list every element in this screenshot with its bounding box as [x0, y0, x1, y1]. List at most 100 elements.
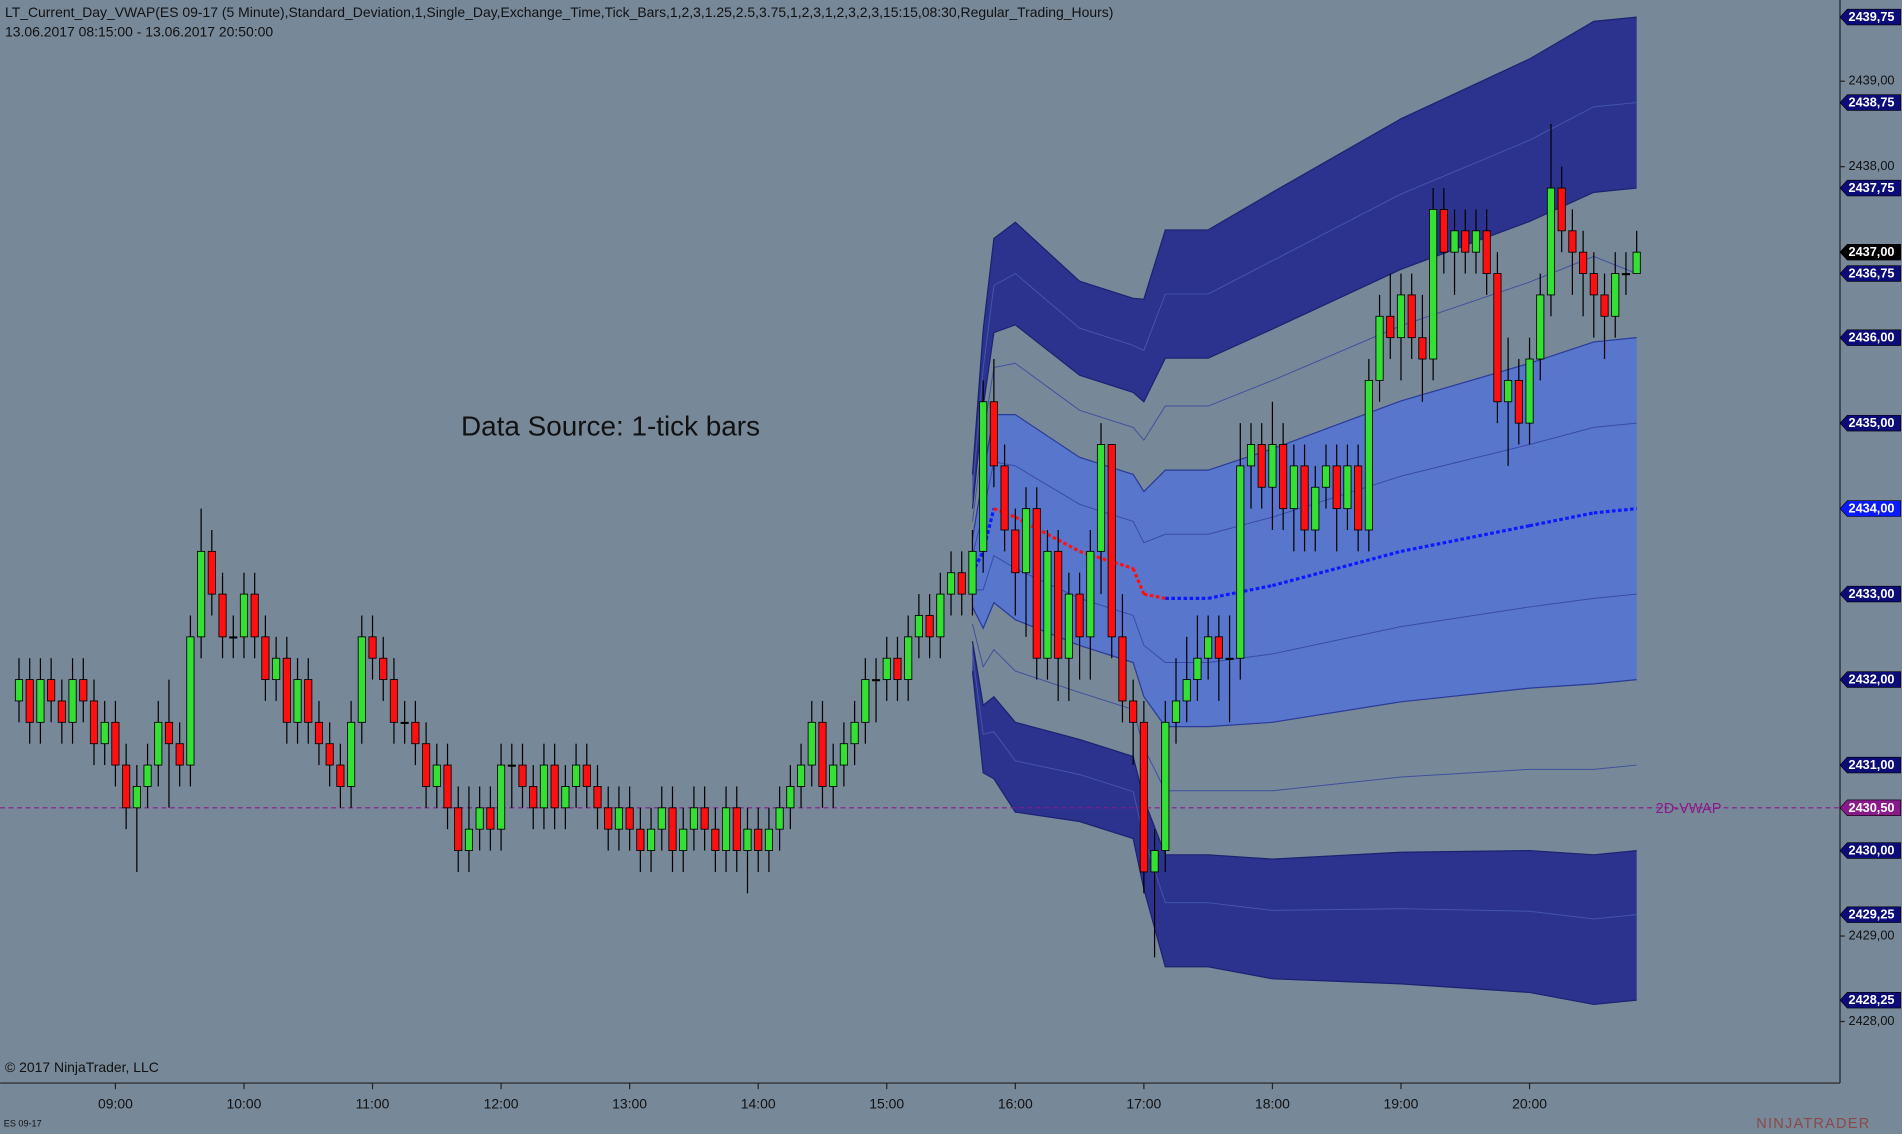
price-marker: [1839, 414, 1901, 432]
price-marker-label: 2435,00: [1848, 415, 1894, 430]
price-marker-label: 2428,25: [1848, 992, 1894, 1007]
candle-body: [400, 721, 409, 724]
candle-body: [754, 828, 763, 851]
candle-body: [861, 679, 870, 723]
price-marker: [1839, 500, 1901, 517]
candle-body: [657, 807, 666, 830]
candle-body: [1364, 379, 1373, 531]
candle-body: [132, 786, 141, 809]
candle-body: [57, 700, 66, 723]
candle-body: [539, 764, 548, 809]
candle-body: [732, 807, 741, 851]
candle-body: [1129, 700, 1138, 723]
x-tick-label: 14:00: [741, 1096, 776, 1112]
candles: [14, 123, 1641, 958]
chart-subtitle: 13.06.2017 08:15:00 - 13.06.2017 20:50:0…: [5, 23, 273, 39]
candle-body: [1611, 273, 1620, 317]
band-line: [972, 554, 1637, 663]
candle-body: [475, 807, 484, 830]
candle-body: [1150, 850, 1159, 873]
candle-body: [871, 679, 881, 682]
candle-body: [968, 550, 977, 595]
y-tick-label: 2428,00: [1848, 1013, 1894, 1028]
candle-body: [357, 636, 366, 723]
candle-body: [507, 764, 516, 767]
band-line: [971, 601, 1637, 728]
price-marker-label: 2437,75: [1848, 180, 1894, 195]
price-marker-label: 2436,75: [1848, 266, 1894, 281]
candle-body: [389, 679, 399, 723]
vwap-segment: [1593, 507, 1637, 515]
candle-body: [700, 807, 709, 830]
y-tick-label: 2438,00: [1848, 158, 1894, 173]
x-tick-label: 20:00: [1512, 1096, 1547, 1112]
band-line: [971, 255, 1637, 522]
candle-body: [325, 743, 334, 766]
candle-body: [1096, 444, 1106, 552]
vwap-segment: [1143, 592, 1166, 600]
candle-body: [979, 401, 988, 552]
candle-body: [764, 828, 773, 851]
candle-body: [1450, 230, 1459, 253]
band-line: [971, 187, 1637, 509]
candle-body: [47, 679, 56, 702]
price-marker: [1839, 94, 1901, 111]
price-marker: [1839, 265, 1901, 282]
candle-body: [1343, 465, 1352, 510]
candle-body: [647, 828, 656, 851]
candle-body: [1332, 465, 1341, 510]
candle-body: [1279, 444, 1288, 510]
candle-body: [1171, 700, 1181, 723]
candle-body: [1621, 273, 1631, 276]
instrument: ES 09-17: [4, 1119, 42, 1129]
candle-body: [379, 657, 388, 681]
candle-body: [957, 572, 966, 595]
y-tick-label: 2429,00: [1848, 927, 1894, 942]
x-tick-label: 10:00: [227, 1096, 262, 1112]
candle-body: [893, 657, 902, 681]
candle-body: [229, 636, 238, 639]
candle-body: [154, 721, 163, 766]
copyright: © 2017 NinjaTrader, LLC: [5, 1059, 159, 1075]
candle-body: [1546, 187, 1556, 296]
candle-body: [936, 593, 945, 638]
candle-body: [1482, 230, 1491, 274]
vwap-segment: [993, 507, 1016, 519]
price-markers: 2439,75 2438,75 2437,75 2436,75 2437,00 2436,…: [1839, 8, 1901, 1009]
price-marker-label: 2432,00: [1848, 672, 1894, 687]
candle-body: [454, 807, 463, 851]
candle-body: [1536, 294, 1545, 360]
price-marker-label: 2434,00: [1848, 501, 1894, 516]
reference-line: 2D-VWAP: [0, 801, 1841, 817]
candle-body: [272, 657, 281, 681]
candle-body: [1407, 294, 1416, 339]
candle-body: [1032, 508, 1041, 659]
candle-body: [1525, 358, 1534, 424]
price-marker: [1839, 799, 1901, 816]
candle-body: [432, 764, 441, 787]
candle-body: [368, 636, 377, 659]
candle-body: [1054, 550, 1063, 659]
price-marker: [1839, 585, 1901, 603]
price-marker: [1839, 179, 1901, 197]
candle-body: [1429, 209, 1438, 360]
price-marker: [1839, 8, 1901, 26]
candle-body: [1107, 444, 1116, 638]
price-marker-label: 2438,75: [1848, 95, 1894, 110]
candle-body: [1075, 593, 1084, 638]
x-tick-label: 18:00: [1255, 1096, 1290, 1112]
candle-body: [1579, 251, 1588, 274]
candle-body: [1182, 679, 1191, 702]
candle-body: [336, 764, 345, 787]
vwap-segment: [1272, 549, 1402, 588]
candle-body: [518, 764, 527, 787]
vwap-segment: [1400, 524, 1530, 553]
candle-body: [1043, 550, 1052, 659]
candle-body: [239, 593, 249, 638]
price-marker-label: 2436,00: [1848, 330, 1894, 345]
candle-body: [550, 764, 559, 809]
price-marker-label: 2433,00: [1848, 586, 1894, 601]
x-tick-label: 12:00: [484, 1096, 519, 1112]
